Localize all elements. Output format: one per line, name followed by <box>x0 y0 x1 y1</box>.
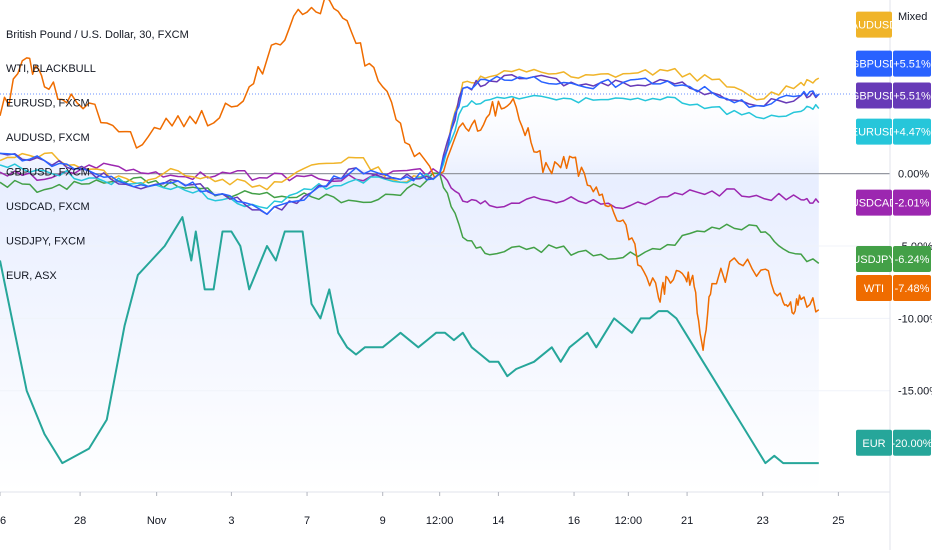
x-axis[interactable]: 26 28 Nov 3 7 9 12:00 14 16 12:00 21 23 25 <box>0 492 845 527</box>
badge-eur-7: EUR -20.00% <box>856 429 932 456</box>
gridlines <box>0 245 890 392</box>
series-line-wti-6 <box>0 0 820 351</box>
badge-name-bg-0 <box>856 11 892 38</box>
plot-area[interactable] <box>0 0 890 492</box>
x-tick-label-3: 3 <box>228 515 234 527</box>
badge-value-7: -20.00% <box>892 438 932 450</box>
badge-name-1: GBPUSD <box>851 59 898 71</box>
x-tick-label-2: Nov <box>147 515 167 527</box>
badge-value-bg-3 <box>893 118 931 145</box>
badge-value-2: +5.51% <box>893 91 931 103</box>
series-layer <box>0 0 820 465</box>
badge-name-2: GBPUSD <box>851 91 898 103</box>
legend-item-6: EUR, ASX <box>6 270 57 282</box>
badge-value-bg-5 <box>893 246 931 273</box>
badge-gbpusd-1: GBPUSD+5.51% <box>851 50 931 77</box>
x-tick-label-6: 12:00 <box>426 515 454 527</box>
legend-item-1: EURUSD, FXCM <box>6 98 90 110</box>
badge-value-bg-1 <box>893 50 931 77</box>
badge-name-bg-5 <box>856 246 892 273</box>
badge-value-5: -6.24% <box>895 254 930 266</box>
badge-name-4: USDCAD <box>851 198 898 210</box>
area-fill <box>0 76 819 492</box>
legend-item-5: USDJPY, FXCM <box>6 236 85 248</box>
badge-name-bg-1 <box>856 50 892 77</box>
legend-item-4: USDCAD, FXCM <box>6 201 90 213</box>
y-tick-label-2: -10.00% <box>898 313 932 325</box>
badge-value-1: +5.51% <box>893 59 931 71</box>
badge-value-bg-4 <box>893 189 931 216</box>
y-tick-label-3: -15.00% <box>898 386 932 398</box>
legend-item-2: AUDUSD, FXCM <box>6 132 90 144</box>
badge-name-0: AUDUSD <box>851 20 898 32</box>
x-tick-label-10: 21 <box>681 515 693 527</box>
badge-name-6: WTI <box>864 283 884 295</box>
badge-usdcad-4: USDCAD-2.01% <box>851 189 931 216</box>
chart-title: British Pound / U.S. Dollar, 30, FXCM <box>6 29 189 41</box>
badge-usdjpy-5: USDJPY-6.24% <box>852 246 931 273</box>
badge-name-bg-7 <box>856 429 892 456</box>
badge-name-bg-2 <box>856 82 892 109</box>
series-line-eur-7 <box>0 216 819 465</box>
x-tick-label-11: 23 <box>757 515 769 527</box>
badge-value-3: +4.47% <box>893 127 931 139</box>
badge-eurusd-3: EURUSD+4.47% <box>851 118 931 145</box>
x-tick-label-5: 9 <box>380 515 386 527</box>
x-tick-label-12: 25 <box>832 515 844 527</box>
x-tick-label-7: 14 <box>492 515 504 527</box>
series-line-gbpusd-1 <box>0 75 820 215</box>
badge-value-4: -2.01% <box>895 198 930 210</box>
y-axis[interactable]: 0.00%-5.00%-10.00%-15.00% <box>898 169 932 398</box>
scale-mode-label[interactable]: Mixed <box>898 11 927 23</box>
x-tick-label-9: 12:00 <box>615 515 643 527</box>
legend-item-0: WTI, BLACKBULL <box>6 63 96 75</box>
badge-value-bg-7 <box>893 429 931 456</box>
legend-item-3: GBPUSD, FXCM <box>6 167 90 179</box>
badge-wti-6: WTI -7.48% <box>856 274 931 301</box>
legend: British Pound / U.S. Dollar, 30, FXCM WT… <box>6 29 189 282</box>
badge-name-3: EURUSD <box>851 127 898 139</box>
x-tick-label-0: 26 <box>0 515 6 527</box>
x-tick-label-8: 16 <box>568 515 580 527</box>
badge-value-bg-6 <box>893 274 931 301</box>
badge-name-bg-4 <box>856 189 892 216</box>
badge-name-bg-6 <box>856 274 892 301</box>
badge-name-7: EUR <box>862 438 885 450</box>
price-badges: AUDUSDGBPUSD+5.51%GBPUSD+5.51%EURUSD+4.4… <box>851 11 932 456</box>
badge-value-bg-2 <box>893 82 931 109</box>
scale-mode[interactable]: Mixed <box>898 11 927 23</box>
badge-gbpusd-2: GBPUSD+5.51% <box>851 82 931 109</box>
y-tick-label-0: 0.00% <box>898 169 929 181</box>
badge-audusd-0: AUDUSD <box>851 11 898 38</box>
x-tick-label-4: 7 <box>304 515 310 527</box>
badge-name-5: USDJPY <box>852 254 896 266</box>
x-tick-label-1: 28 <box>74 515 86 527</box>
badge-value-6: -7.48% <box>895 283 930 295</box>
badge-name-bg-3 <box>856 118 892 145</box>
